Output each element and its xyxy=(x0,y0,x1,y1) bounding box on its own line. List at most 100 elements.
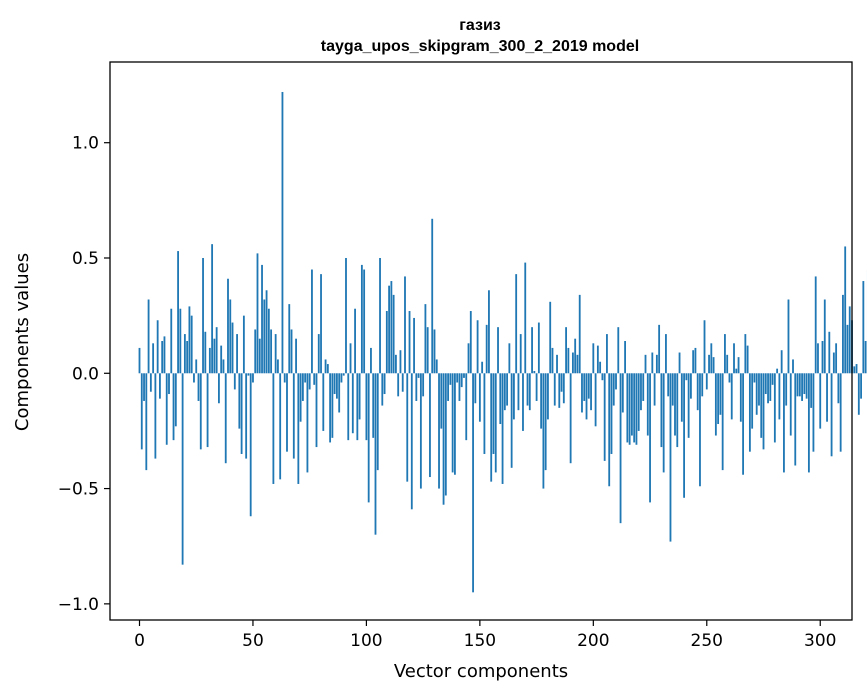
bar xyxy=(404,276,406,374)
bar xyxy=(183,334,186,374)
bar xyxy=(828,331,831,374)
bar xyxy=(299,373,302,422)
bar xyxy=(823,299,826,374)
bar xyxy=(426,327,429,374)
bar xyxy=(358,373,361,420)
bar xyxy=(817,343,819,374)
bar xyxy=(551,347,554,374)
bar xyxy=(526,373,529,406)
bar xyxy=(814,276,817,374)
x-axis-ticks: 0 50 100 150 200 250 300 xyxy=(134,620,836,651)
bar xyxy=(149,373,152,392)
bar xyxy=(295,338,297,374)
bar xyxy=(549,301,552,374)
x-tick-label: 100 xyxy=(350,631,382,651)
bar xyxy=(780,350,783,374)
bar xyxy=(617,327,620,374)
bar xyxy=(354,308,356,374)
bar xyxy=(367,373,370,503)
bar xyxy=(410,373,413,510)
bar xyxy=(172,373,175,441)
bar xyxy=(406,373,409,482)
bar xyxy=(408,311,411,374)
bar xyxy=(265,290,268,374)
bar xyxy=(678,352,681,374)
bar xyxy=(381,373,384,406)
bar xyxy=(456,373,459,383)
bar xyxy=(835,343,838,374)
bar xyxy=(197,373,200,401)
bar xyxy=(395,354,397,374)
bar xyxy=(186,341,189,374)
bar xyxy=(324,359,327,374)
bar xyxy=(161,341,164,374)
bar xyxy=(193,373,195,383)
bar xyxy=(830,373,833,457)
bar xyxy=(680,373,683,422)
y-axis-label: Components values xyxy=(12,253,33,431)
bar xyxy=(322,373,325,431)
bar xyxy=(288,304,291,374)
bar xyxy=(431,218,434,374)
bar xyxy=(755,373,758,415)
x-axis-label: Vector components xyxy=(394,661,568,682)
bar xyxy=(708,354,710,374)
bar xyxy=(419,373,422,489)
bar-series xyxy=(138,91,867,593)
bar xyxy=(842,294,844,374)
bar xyxy=(537,322,540,374)
bar xyxy=(733,343,735,374)
bar xyxy=(512,373,515,420)
bar xyxy=(558,373,561,408)
bar xyxy=(311,269,313,374)
bar xyxy=(363,269,366,374)
bar xyxy=(213,338,216,374)
bar xyxy=(646,373,649,436)
bar xyxy=(215,327,218,374)
bar xyxy=(674,373,676,436)
bar xyxy=(735,368,738,374)
bar xyxy=(478,373,481,422)
bar xyxy=(488,290,490,374)
bar xyxy=(801,373,803,401)
bar xyxy=(630,373,633,436)
bar xyxy=(145,373,148,471)
bar xyxy=(726,354,729,374)
bar xyxy=(417,373,420,378)
bar xyxy=(467,343,470,374)
bar xyxy=(542,373,545,489)
chart-subtitle: tayga_upos_skipgram_300_2_2019 model xyxy=(321,38,639,55)
bar xyxy=(492,373,495,454)
bar xyxy=(147,299,150,374)
bar xyxy=(612,373,615,406)
bar xyxy=(138,347,141,374)
bar xyxy=(469,311,472,374)
bar xyxy=(637,373,640,431)
bar xyxy=(583,373,586,401)
bar xyxy=(685,373,688,381)
bar xyxy=(485,324,488,374)
plot-frame xyxy=(109,61,853,621)
bar xyxy=(535,373,538,401)
bar xyxy=(669,373,672,542)
bar xyxy=(533,370,536,374)
bar xyxy=(345,257,347,374)
bar xyxy=(208,347,211,374)
bar xyxy=(195,359,198,374)
bar xyxy=(574,338,577,374)
bar xyxy=(671,373,674,406)
bar xyxy=(370,347,372,374)
bar xyxy=(304,373,307,383)
bar xyxy=(655,354,658,374)
bar xyxy=(571,352,574,374)
bar xyxy=(499,373,502,425)
bar xyxy=(787,299,790,374)
bar xyxy=(596,345,599,374)
bar xyxy=(451,373,454,473)
bar xyxy=(254,329,257,374)
bar xyxy=(329,373,332,443)
bar xyxy=(501,373,504,484)
bar xyxy=(687,373,690,438)
bar xyxy=(449,373,452,385)
